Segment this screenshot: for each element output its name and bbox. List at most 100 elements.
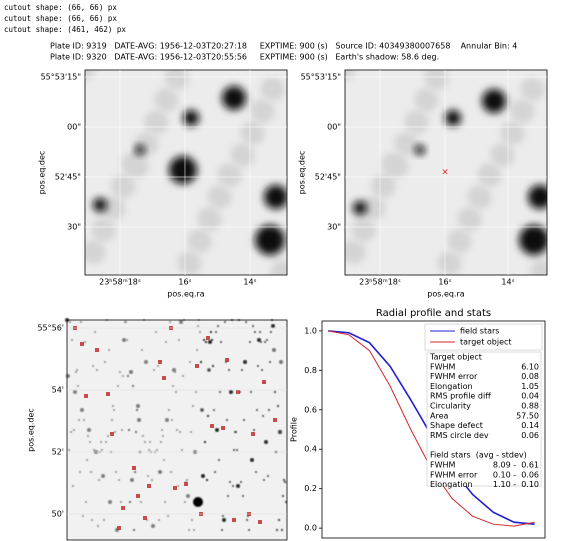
star	[270, 331, 272, 333]
star	[246, 519, 248, 521]
star	[276, 529, 278, 531]
star	[83, 419, 85, 421]
star	[117, 385, 119, 387]
star	[208, 369, 210, 371]
star	[261, 369, 263, 371]
star	[68, 449, 70, 451]
star	[87, 435, 89, 437]
star	[92, 365, 94, 367]
star	[222, 86, 246, 110]
y-tick-label: 52'	[52, 448, 64, 457]
star	[98, 479, 100, 481]
star	[73, 429, 75, 431]
x-tick-label: 23ʰ58ᵐ18ˢ	[359, 278, 401, 287]
star	[135, 145, 145, 155]
y-tick-label: 0.8	[304, 366, 317, 375]
x-tick-label: 16ˢ	[178, 278, 191, 287]
red-marker	[251, 432, 255, 436]
star	[197, 325, 199, 327]
star	[248, 529, 250, 531]
star	[266, 339, 268, 341]
star	[177, 485, 179, 487]
star	[250, 391, 252, 393]
star	[220, 341, 222, 343]
target-marker: ×	[441, 168, 449, 178]
stats-value: 0.88	[521, 402, 539, 411]
star	[284, 481, 286, 483]
star	[203, 339, 205, 341]
star	[130, 478, 134, 482]
star	[113, 409, 115, 411]
star	[218, 459, 220, 461]
red-marker	[95, 348, 99, 352]
red-marker	[195, 364, 199, 368]
y-tick-label: 0.4	[304, 445, 317, 454]
stats-label: RMS profile diff	[430, 392, 491, 401]
noise	[448, 230, 468, 250]
header-line: Plate ID: 9320 DATE-AVG: 1956-12-03T20:5…	[50, 53, 439, 62]
star	[236, 449, 238, 451]
star	[172, 385, 174, 387]
noise	[198, 208, 218, 228]
star	[161, 429, 163, 431]
star	[111, 419, 113, 421]
star	[528, 185, 547, 209]
star	[243, 419, 245, 421]
noise	[372, 175, 392, 195]
frame	[84, 69, 288, 276]
star	[84, 341, 86, 343]
noise	[165, 70, 185, 87]
star	[233, 449, 235, 451]
star	[201, 409, 203, 411]
star	[104, 361, 106, 363]
red-marker	[184, 482, 188, 486]
y-axis-label: pos.eq.dec	[27, 408, 36, 452]
star	[176, 429, 178, 431]
star	[445, 110, 461, 126]
red-marker	[273, 418, 277, 422]
stats-label: Circularity	[430, 402, 471, 411]
star	[164, 501, 166, 503]
stats-label: Target object	[429, 353, 482, 362]
star	[241, 369, 243, 371]
red-marker	[210, 424, 214, 428]
star	[207, 415, 209, 417]
frame	[66, 319, 288, 541]
star	[87, 428, 91, 432]
noise	[102, 197, 122, 217]
star	[76, 369, 78, 371]
star	[272, 348, 276, 352]
star	[128, 429, 130, 431]
star	[73, 390, 77, 394]
y-tick-label: 55°56'	[37, 324, 64, 333]
noise	[85, 241, 102, 261]
red-marker	[262, 380, 266, 384]
y-axis-label: pos.eq.dec	[38, 151, 47, 195]
noise	[145, 111, 165, 131]
star	[186, 479, 188, 481]
stats-value: 57.50	[516, 411, 539, 420]
y-tick-label: 55°53'15"	[301, 73, 341, 82]
cutout-image	[345, 70, 547, 275]
star	[118, 479, 120, 481]
star	[279, 431, 281, 433]
noise	[155, 89, 175, 109]
star	[182, 375, 184, 377]
star	[283, 479, 285, 481]
legend-box	[424, 323, 543, 351]
noise	[468, 186, 488, 206]
legend-label: target object	[460, 338, 512, 347]
stats-label: FWHM error	[430, 470, 478, 479]
star	[189, 361, 191, 363]
noise	[208, 186, 228, 206]
star	[127, 375, 129, 377]
noise	[478, 164, 498, 184]
star	[158, 470, 162, 474]
legend-label: field stars	[460, 327, 499, 336]
red-marker	[132, 466, 136, 470]
star	[126, 339, 128, 341]
noise	[188, 230, 208, 250]
star	[94, 331, 96, 333]
star	[72, 485, 74, 487]
